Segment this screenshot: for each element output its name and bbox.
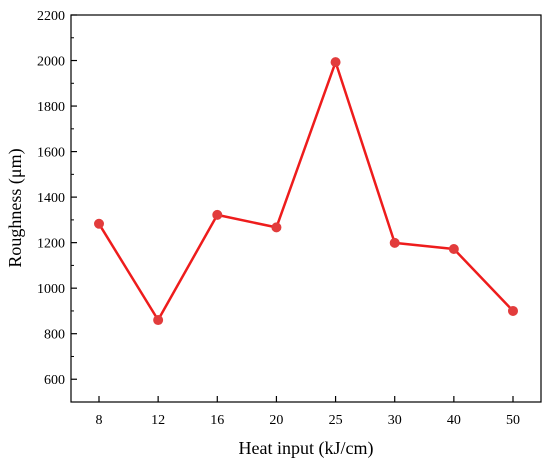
data-point: [153, 315, 164, 326]
x-tick-label: 50: [506, 413, 520, 428]
data-point: [448, 244, 459, 255]
x-tick-label: 8: [96, 413, 103, 428]
x-tick-label: 30: [388, 413, 402, 428]
data-point: [94, 218, 104, 229]
x-axis: 8 12 16 20 25 30 40 50: [96, 396, 520, 428]
x-tick-label: 20: [269, 413, 283, 428]
data-point: [330, 57, 341, 68]
y-tick-label: 800: [44, 328, 65, 343]
x-tick-label: 16: [210, 413, 224, 428]
data-point: [508, 305, 518, 316]
x-tick-label: 12: [151, 413, 165, 428]
data-point: [271, 222, 282, 233]
x-tick-label: 40: [447, 413, 461, 428]
y-tick-label: 1000: [37, 282, 65, 297]
y-tick-label: 1400: [37, 191, 65, 206]
y-tick-label: 2200: [37, 9, 65, 24]
y-axis-title: Roughness (μm): [5, 148, 26, 267]
y-axis: 600 800 1000 1200 1400 1600 1800 2000 2200: [37, 9, 77, 388]
y-tick-label: 600: [44, 373, 65, 388]
y-tick-label: 1800: [37, 100, 65, 115]
data-point: [389, 237, 400, 248]
series-line: [97, 60, 514, 322]
y-tick-label: 2000: [37, 55, 65, 70]
y-tick-label: 1200: [37, 237, 65, 252]
y-tick-label: 1600: [37, 146, 65, 161]
data-point: [212, 209, 223, 220]
data-points: [94, 57, 518, 326]
x-axis-title: Heat input (kJ/cm): [239, 438, 374, 459]
plot-frame: [70, 14, 542, 403]
x-tick-label: 25: [329, 413, 343, 428]
